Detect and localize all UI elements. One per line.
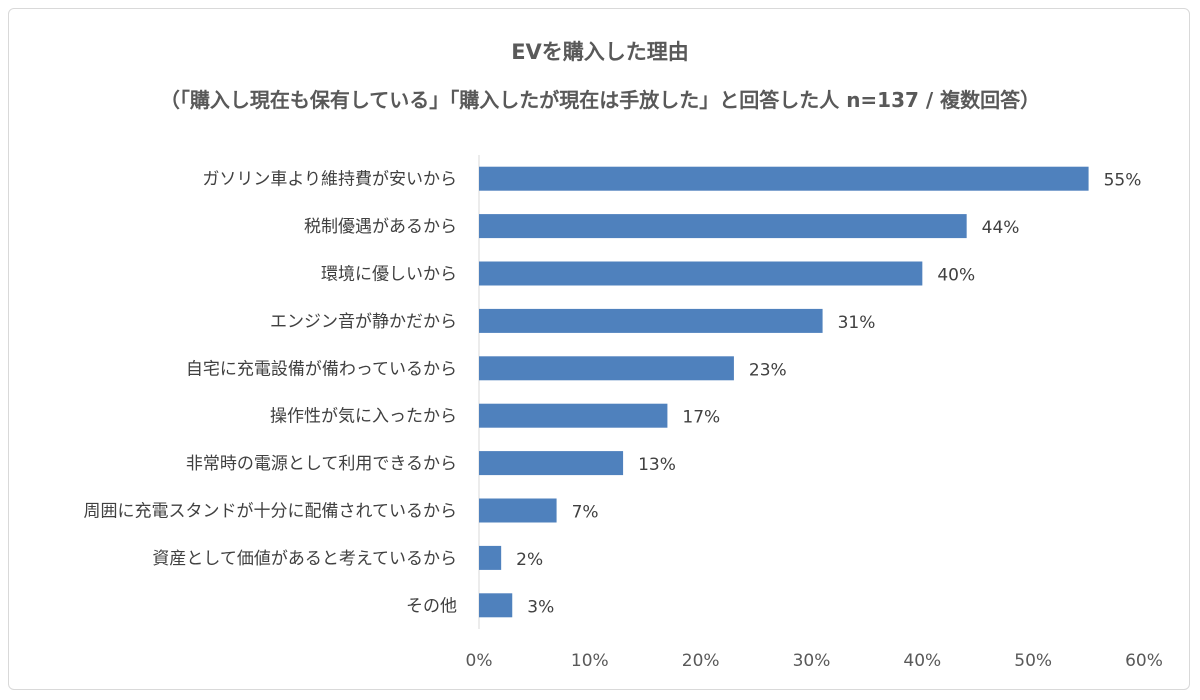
data-label: 55%: [1104, 171, 1142, 191]
data-label: 40%: [937, 266, 975, 286]
chart-frame: [8, 8, 1190, 690]
chart-subtitle: （「購入し現在も保有している」「購入したが現在は手放した」と回答した人 n=13…: [159, 88, 1041, 112]
bar: [479, 308, 823, 333]
x-tick-label: 10%: [571, 651, 609, 671]
bar: [479, 214, 967, 239]
data-label: 44%: [982, 218, 1020, 238]
data-label: 17%: [682, 408, 720, 428]
data-label: 13%: [638, 455, 676, 475]
category-label: エンジン音が静かだから: [270, 312, 457, 332]
data-label: 31%: [838, 313, 876, 333]
data-label: 2%: [516, 550, 543, 570]
bar: [479, 498, 557, 523]
x-tick-label: 30%: [793, 651, 831, 671]
category-label: 税制優遇があるから: [304, 217, 457, 237]
category-label: 環境に優しいから: [321, 265, 457, 285]
bar: [479, 261, 923, 286]
category-label: 操作性が気に入ったから: [270, 407, 457, 427]
category-label: 資産として価値があると考えているから: [152, 549, 457, 569]
x-tick-label: 40%: [903, 651, 941, 671]
x-tick-label: 50%: [1014, 651, 1052, 671]
category-label: ガソリン車より維持費が安いから: [202, 170, 457, 190]
bar: [479, 451, 624, 476]
x-tick-label: 20%: [682, 651, 720, 671]
x-tick-label: 0%: [466, 651, 493, 671]
data-label: 7%: [572, 503, 599, 523]
category-label: 周囲に充電スタンドが十分に配備されているから: [84, 502, 458, 522]
bar: [479, 356, 734, 381]
data-label: 3%: [527, 597, 554, 617]
bar: [479, 166, 1089, 191]
category-label: 非常時の電源として利用できるから: [186, 454, 457, 474]
chart-title: EVを購入した理由: [511, 40, 689, 64]
x-tick-label: 60%: [1125, 651, 1163, 671]
category-label: その他: [406, 596, 457, 616]
bar: [479, 403, 668, 428]
bar: [479, 593, 513, 618]
data-label: 23%: [749, 360, 787, 380]
bar: [479, 545, 502, 570]
category-label: 自宅に充電設備が備わっているから: [186, 359, 457, 379]
